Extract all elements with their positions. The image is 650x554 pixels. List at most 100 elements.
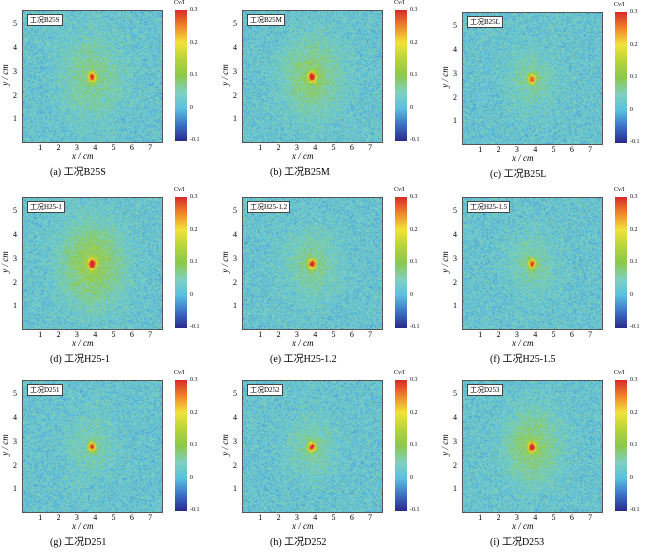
heatmap-plot: 工况B25S <box>22 10 163 143</box>
colorbar-tick: 0 <box>410 291 413 298</box>
x-tick: 3 <box>514 145 519 154</box>
y-tick: 2 <box>453 277 457 287</box>
y-tick: 3 <box>233 436 237 446</box>
x-tick: 5 <box>111 513 116 522</box>
x-tick: 6 <box>569 145 574 154</box>
y-tick: 3 <box>233 253 237 263</box>
colorbar-tick: 0.2 <box>630 41 638 48</box>
x-tick: 6 <box>129 513 134 522</box>
x-tick: 1 <box>38 143 43 152</box>
colorbar-tick: -0.1 <box>190 137 200 143</box>
x-axis-label: x / cm <box>292 521 314 531</box>
panel-caption: (g) 工况D251 <box>50 537 107 548</box>
x-tick: 1 <box>258 143 263 152</box>
x-tick: 4 <box>93 143 98 152</box>
y-tick: 1 <box>13 484 17 494</box>
x-tick: 2 <box>56 330 61 339</box>
colorbar-tick: 0.1 <box>190 442 198 448</box>
colorbar-tick: -0.1 <box>630 507 640 513</box>
x-tick: 7 <box>368 513 373 522</box>
colorbar <box>615 380 627 511</box>
heatmap-panel: 工况H25-1 Cv/I 0.3 0.2 0.1 0 -0.1 1 2 3 4 5 6 7 1 2 3 4 5 x /… <box>0 187 215 369</box>
colorbar-tick: 0.3 <box>410 377 418 383</box>
heatmap-canvas <box>23 11 162 142</box>
heatmap-plot: 工况D253 <box>462 380 603 513</box>
heatmap-canvas <box>243 381 382 512</box>
x-tick: 5 <box>111 330 116 339</box>
heatmap-canvas <box>463 381 602 512</box>
x-tick: 4 <box>533 145 538 154</box>
colorbar-tick: 0.1 <box>630 442 638 448</box>
y-tick: 2 <box>13 90 17 100</box>
colorbar <box>175 10 187 141</box>
colorbar-tick: 0.1 <box>630 74 638 80</box>
x-tick: 3 <box>514 513 519 522</box>
y-axis-label: y / cm <box>439 251 450 273</box>
y-tick: 3 <box>13 436 17 446</box>
heatmap-plot: 工况D251 <box>22 380 163 513</box>
y-tick: 1 <box>13 301 17 311</box>
colorbar-tick: 0.3 <box>410 7 418 13</box>
panel-tag: 工况B25S <box>27 14 63 26</box>
x-tick: 5 <box>331 330 336 339</box>
colorbar-tick: -0.1 <box>410 507 420 513</box>
x-tick: 6 <box>569 513 574 522</box>
y-tick: 3 <box>453 436 457 446</box>
colorbar <box>615 12 627 143</box>
colorbar-tick: 0.3 <box>190 194 198 200</box>
y-tick: 4 <box>453 413 457 422</box>
colorbar-tick: 0.1 <box>190 72 198 78</box>
x-tick: 5 <box>551 145 556 154</box>
y-tick: 4 <box>13 43 17 52</box>
y-tick: 4 <box>453 45 457 54</box>
colorbar-tick: 0.2 <box>190 226 198 233</box>
y-tick: 4 <box>13 230 17 239</box>
colorbar-tick: 0 <box>630 106 633 113</box>
colorbar-label: Cv/I <box>614 187 625 193</box>
panel-caption: (h) 工况D252 <box>270 537 327 548</box>
y-tick: 1 <box>233 114 237 124</box>
y-tick: 1 <box>233 301 237 311</box>
colorbar <box>395 10 407 141</box>
heatmap-plot: 工况B25M <box>242 10 383 143</box>
x-axis-label: x / cm <box>512 338 534 348</box>
y-tick: 3 <box>233 66 237 76</box>
panel-caption: (a) 工况B25S <box>50 167 106 178</box>
colorbar-tick: 0.1 <box>410 72 418 78</box>
x-tick: 2 <box>276 513 281 522</box>
colorbar-label: Cv/I <box>394 0 405 6</box>
panel-caption: (f) 工况H25-1.5 <box>490 354 556 365</box>
x-tick: 2 <box>276 330 281 339</box>
x-tick: 7 <box>588 330 593 339</box>
y-tick: 3 <box>13 253 17 263</box>
x-tick: 5 <box>551 330 556 339</box>
colorbar-tick: 0.2 <box>410 226 418 233</box>
x-tick: 4 <box>93 513 98 522</box>
colorbar-label: Cv/I <box>174 187 185 193</box>
heatmap-plot: 工况D252 <box>242 380 383 513</box>
y-axis-label: y / cm <box>219 434 230 456</box>
y-tick: 3 <box>453 253 457 263</box>
colorbar-label: Cv/I <box>394 370 405 376</box>
colorbar-label: Cv/I <box>174 370 185 376</box>
y-tick: 5 <box>233 389 237 399</box>
panel-tag: 工况H25-1.5 <box>467 201 511 213</box>
y-tick: 2 <box>453 460 457 470</box>
x-tick: 5 <box>331 143 336 152</box>
y-tick: 4 <box>453 230 457 239</box>
x-tick: 1 <box>478 513 483 522</box>
colorbar-tick: 0.2 <box>190 409 198 416</box>
x-axis-label: x / cm <box>292 338 314 348</box>
x-tick: 3 <box>294 513 299 522</box>
y-axis-label: y / cm <box>0 434 10 456</box>
x-axis-label: x / cm <box>72 338 94 348</box>
x-tick: 4 <box>313 513 318 522</box>
x-tick: 3 <box>74 513 79 522</box>
heatmap-panel: 工况D253 Cv/I 0.3 0.2 0.1 0 -0.1 1 2 3 4 5 6 7 1 2 3 4 5 x / … <box>440 370 650 552</box>
x-axis-label: x / cm <box>512 153 534 163</box>
colorbar-tick: 0.3 <box>190 7 198 13</box>
y-axis-label: y / cm <box>0 64 10 86</box>
y-tick: 5 <box>13 389 17 399</box>
heatmap-plot: 工况B25L <box>462 12 603 145</box>
colorbar <box>175 380 187 511</box>
